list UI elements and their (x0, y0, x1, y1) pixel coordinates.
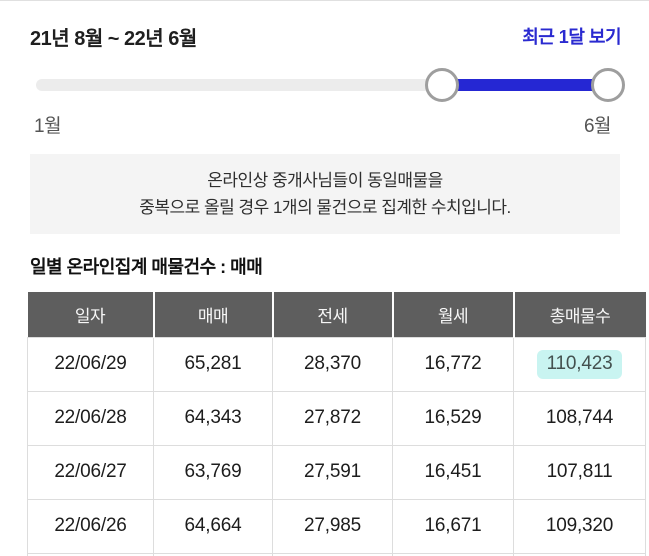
notice-line-2: 중복으로 올릴 경우 1개의 물건으로 집계한 수치입니다. (139, 198, 511, 217)
cell-date: 22/06/28 (27, 390, 154, 446)
column-header: 총매물수 (512, 292, 646, 337)
date-range-title: 21년 8월 ~ 22년 6월 (30, 27, 197, 50)
table-row-partial (27, 552, 646, 556)
cell-monthly: 16,451 (392, 444, 514, 500)
cell-date: 22/06/26 (27, 498, 154, 554)
cell-jeonse: 27,985 (272, 498, 393, 554)
date-range-header: 21년 8월 ~ 22년 6월 최근 1달 보기 (0, 21, 649, 51)
cell-total: 108,744 (513, 390, 646, 446)
cell-total: 110,423 (513, 336, 646, 392)
column-header: 전세 (271, 292, 393, 337)
cell-date: 22/06/29 (27, 336, 154, 392)
cell-sale: 64,343 (153, 390, 273, 446)
column-header: 월세 (391, 292, 514, 337)
cell-sale: 65,281 (153, 336, 273, 392)
recent-month-view-link[interactable]: 최근 1달 보기 (522, 27, 621, 47)
table-row: 22/06/28 64,343 27,872 16,529 108,744 (27, 390, 646, 446)
slider-min-label: 1월 (34, 116, 62, 137)
table-row: 22/06/27 63,769 27,591 16,451 107,811 (27, 444, 646, 500)
cell-empty (513, 552, 646, 556)
column-header: 매매 (152, 292, 273, 337)
table-row: 22/06/29 65,281 28,370 16,772 110,423 (27, 336, 646, 392)
cell-sale: 64,664 (153, 498, 273, 554)
cell-sale: 63,769 (153, 444, 273, 500)
highlighted-total-value: 110,423 (536, 349, 623, 379)
slider-labels: 1월 6월 (34, 111, 619, 138)
cell-monthly: 16,772 (392, 336, 514, 392)
month-range-slider[interactable] (30, 63, 625, 109)
duplicate-listing-notice: 온라인상 중개사님들이 동일매물을 중복으로 올릴 경우 1개의 물건으로 집계… (30, 154, 620, 234)
cell-jeonse: 27,872 (272, 390, 393, 446)
cell-monthly: 16,529 (392, 390, 514, 446)
slider-selected-range (442, 79, 608, 91)
cell-monthly: 16,671 (392, 498, 514, 554)
notice-line-1: 온라인상 중개사님들이 동일매물을 (207, 171, 443, 190)
table-row: 22/06/26 64,664 27,985 16,671 109,320 (27, 498, 646, 554)
daily-listing-table: 일자 매매 전세 월세 총매물수 22/06/29 65,281 28,370 16,772 1… (27, 292, 646, 556)
column-header: 일자 (27, 292, 154, 337)
slider-handle-end[interactable] (591, 68, 625, 102)
slider-max-label: 6월 (583, 116, 612, 137)
cell-jeonse: 27,591 (272, 444, 393, 500)
cell-jeonse: 28,370 (272, 336, 393, 392)
table-header-row: 일자 매매 전세 월세 총매물수 (27, 292, 646, 337)
table-title: 일별 온라인집계 매물건수 : 매매 (30, 257, 263, 277)
cell-date: 22/06/27 (27, 444, 154, 500)
slider-handle-start[interactable] (425, 68, 459, 102)
cell-total: 107,811 (513, 444, 646, 500)
cell-total: 109,320 (513, 498, 646, 554)
